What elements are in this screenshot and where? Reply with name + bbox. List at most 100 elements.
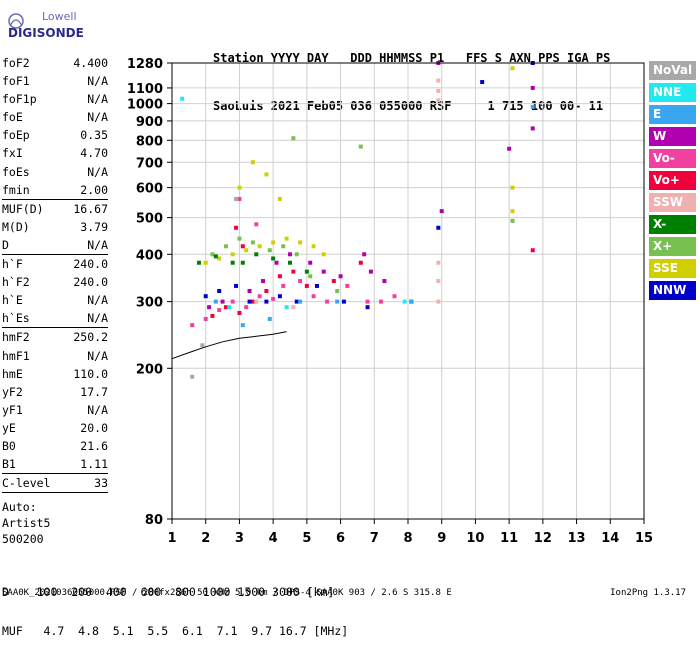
- legend-item-sse: SSE: [649, 259, 696, 278]
- data-point: [321, 269, 326, 274]
- muf-distance-row: D 100 200 400 600 800 1000 1500 3000 [km…: [2, 585, 335, 599]
- data-point: [284, 236, 289, 241]
- series-7: [213, 104, 535, 328]
- data-point: [237, 310, 242, 315]
- param-row: foF2 4.400: [0, 54, 112, 72]
- data-point: [281, 283, 286, 288]
- data-point: [203, 294, 208, 299]
- param-row: foF1 N/A: [0, 72, 112, 90]
- param-name: hmF1: [2, 348, 30, 363]
- series-2: [207, 61, 535, 310]
- data-point: [237, 185, 242, 190]
- data-point: [311, 244, 316, 249]
- data-point: [325, 299, 330, 304]
- series-10: [190, 196, 239, 379]
- x-tick-label: 7: [370, 531, 379, 546]
- data-point: [311, 294, 316, 299]
- param-row: fmin 2.00: [0, 181, 112, 199]
- info-line: Auto:: [2, 500, 37, 515]
- data-point: [338, 274, 343, 279]
- version-label: Ion2Png 1.3.17: [610, 588, 686, 598]
- header-line-2: SaoLuis 2021 Feb05 036 055000 RSF 1 715 …: [213, 99, 604, 113]
- data-point: [358, 144, 363, 149]
- data-point: [379, 299, 384, 304]
- y-tick-label: 300: [136, 296, 163, 311]
- data-point: [240, 244, 245, 249]
- data-point: [190, 323, 195, 328]
- param-row: M(D) 3.79: [0, 218, 112, 236]
- data-point: [392, 294, 397, 299]
- data-point: [261, 279, 266, 284]
- param-row: foEs N/A: [0, 163, 112, 181]
- data-point: [267, 316, 272, 321]
- x-tick-label: 4: [269, 531, 278, 546]
- data-point: [294, 252, 299, 257]
- data-point: [267, 248, 272, 253]
- series-8: [180, 96, 407, 310]
- param-row: C-level 33: [0, 474, 112, 492]
- data-point: [277, 274, 282, 279]
- legend-item-vominus: Vo-: [649, 149, 696, 168]
- x-tick-label: 9: [437, 531, 446, 546]
- data-point: [530, 85, 535, 90]
- data-point: [298, 279, 303, 284]
- data-point: [207, 305, 212, 310]
- x-tick-label: 12: [534, 531, 552, 546]
- data-point: [250, 299, 255, 304]
- param-row: foE N/A: [0, 108, 112, 126]
- param-value: 20.0: [80, 420, 108, 435]
- logo-line1: Lowell: [42, 10, 77, 23]
- data-point: [480, 80, 485, 85]
- data-point: [200, 343, 205, 348]
- param-name: foF1: [2, 74, 30, 89]
- data-point: [288, 252, 292, 257]
- param-name: foEp: [2, 128, 30, 143]
- data-point: [234, 283, 239, 288]
- logo-line2: DIGISONDE: [8, 26, 84, 40]
- data-point: [291, 269, 296, 274]
- param-separator: [2, 254, 108, 256]
- data-point: [244, 248, 249, 253]
- data-point: [210, 313, 215, 318]
- param-row: foF1p N/A: [0, 90, 112, 108]
- data-point: [436, 225, 441, 230]
- param-name: h`F: [2, 257, 23, 272]
- param-value: N/A: [87, 74, 108, 89]
- data-point: [331, 279, 336, 284]
- data-point: [213, 254, 218, 259]
- param-value: 21.6: [80, 438, 108, 453]
- data-point: [308, 260, 313, 265]
- data-point: [436, 78, 441, 83]
- param-value: 240.0: [73, 257, 108, 272]
- data-point: [341, 299, 346, 304]
- data-point: [264, 289, 269, 293]
- param-row: foEp 0.35: [0, 126, 112, 144]
- data-point: [244, 305, 249, 310]
- data-point: [257, 294, 262, 299]
- param-row: D N/A: [0, 236, 112, 254]
- param-name: foE: [2, 110, 23, 125]
- series-5: [210, 136, 515, 293]
- param-value: 33: [94, 476, 108, 491]
- data-point: [223, 305, 228, 310]
- data-point: [217, 308, 222, 313]
- data-point: [362, 252, 367, 257]
- series-0: [190, 196, 397, 328]
- data-point: [271, 296, 276, 301]
- data-point: [254, 252, 259, 257]
- param-row: fxI 4.70: [0, 144, 112, 162]
- data-point: [530, 126, 535, 131]
- data-point: [220, 299, 225, 304]
- echo-points: [180, 61, 535, 379]
- data-point: [277, 196, 282, 201]
- x-tick-label: 10: [466, 531, 484, 546]
- data-point: [180, 96, 185, 101]
- param-name: B0: [2, 438, 16, 453]
- muf-table: D 100 200 400 600 800 1000 1500 3000 [km…: [2, 560, 348, 651]
- data-point: [274, 260, 279, 265]
- x-tick-label: 8: [403, 531, 412, 546]
- y-tick-label: 200: [136, 362, 163, 377]
- series-6: [196, 252, 309, 274]
- data-point: [217, 256, 222, 261]
- data-point: [436, 98, 441, 103]
